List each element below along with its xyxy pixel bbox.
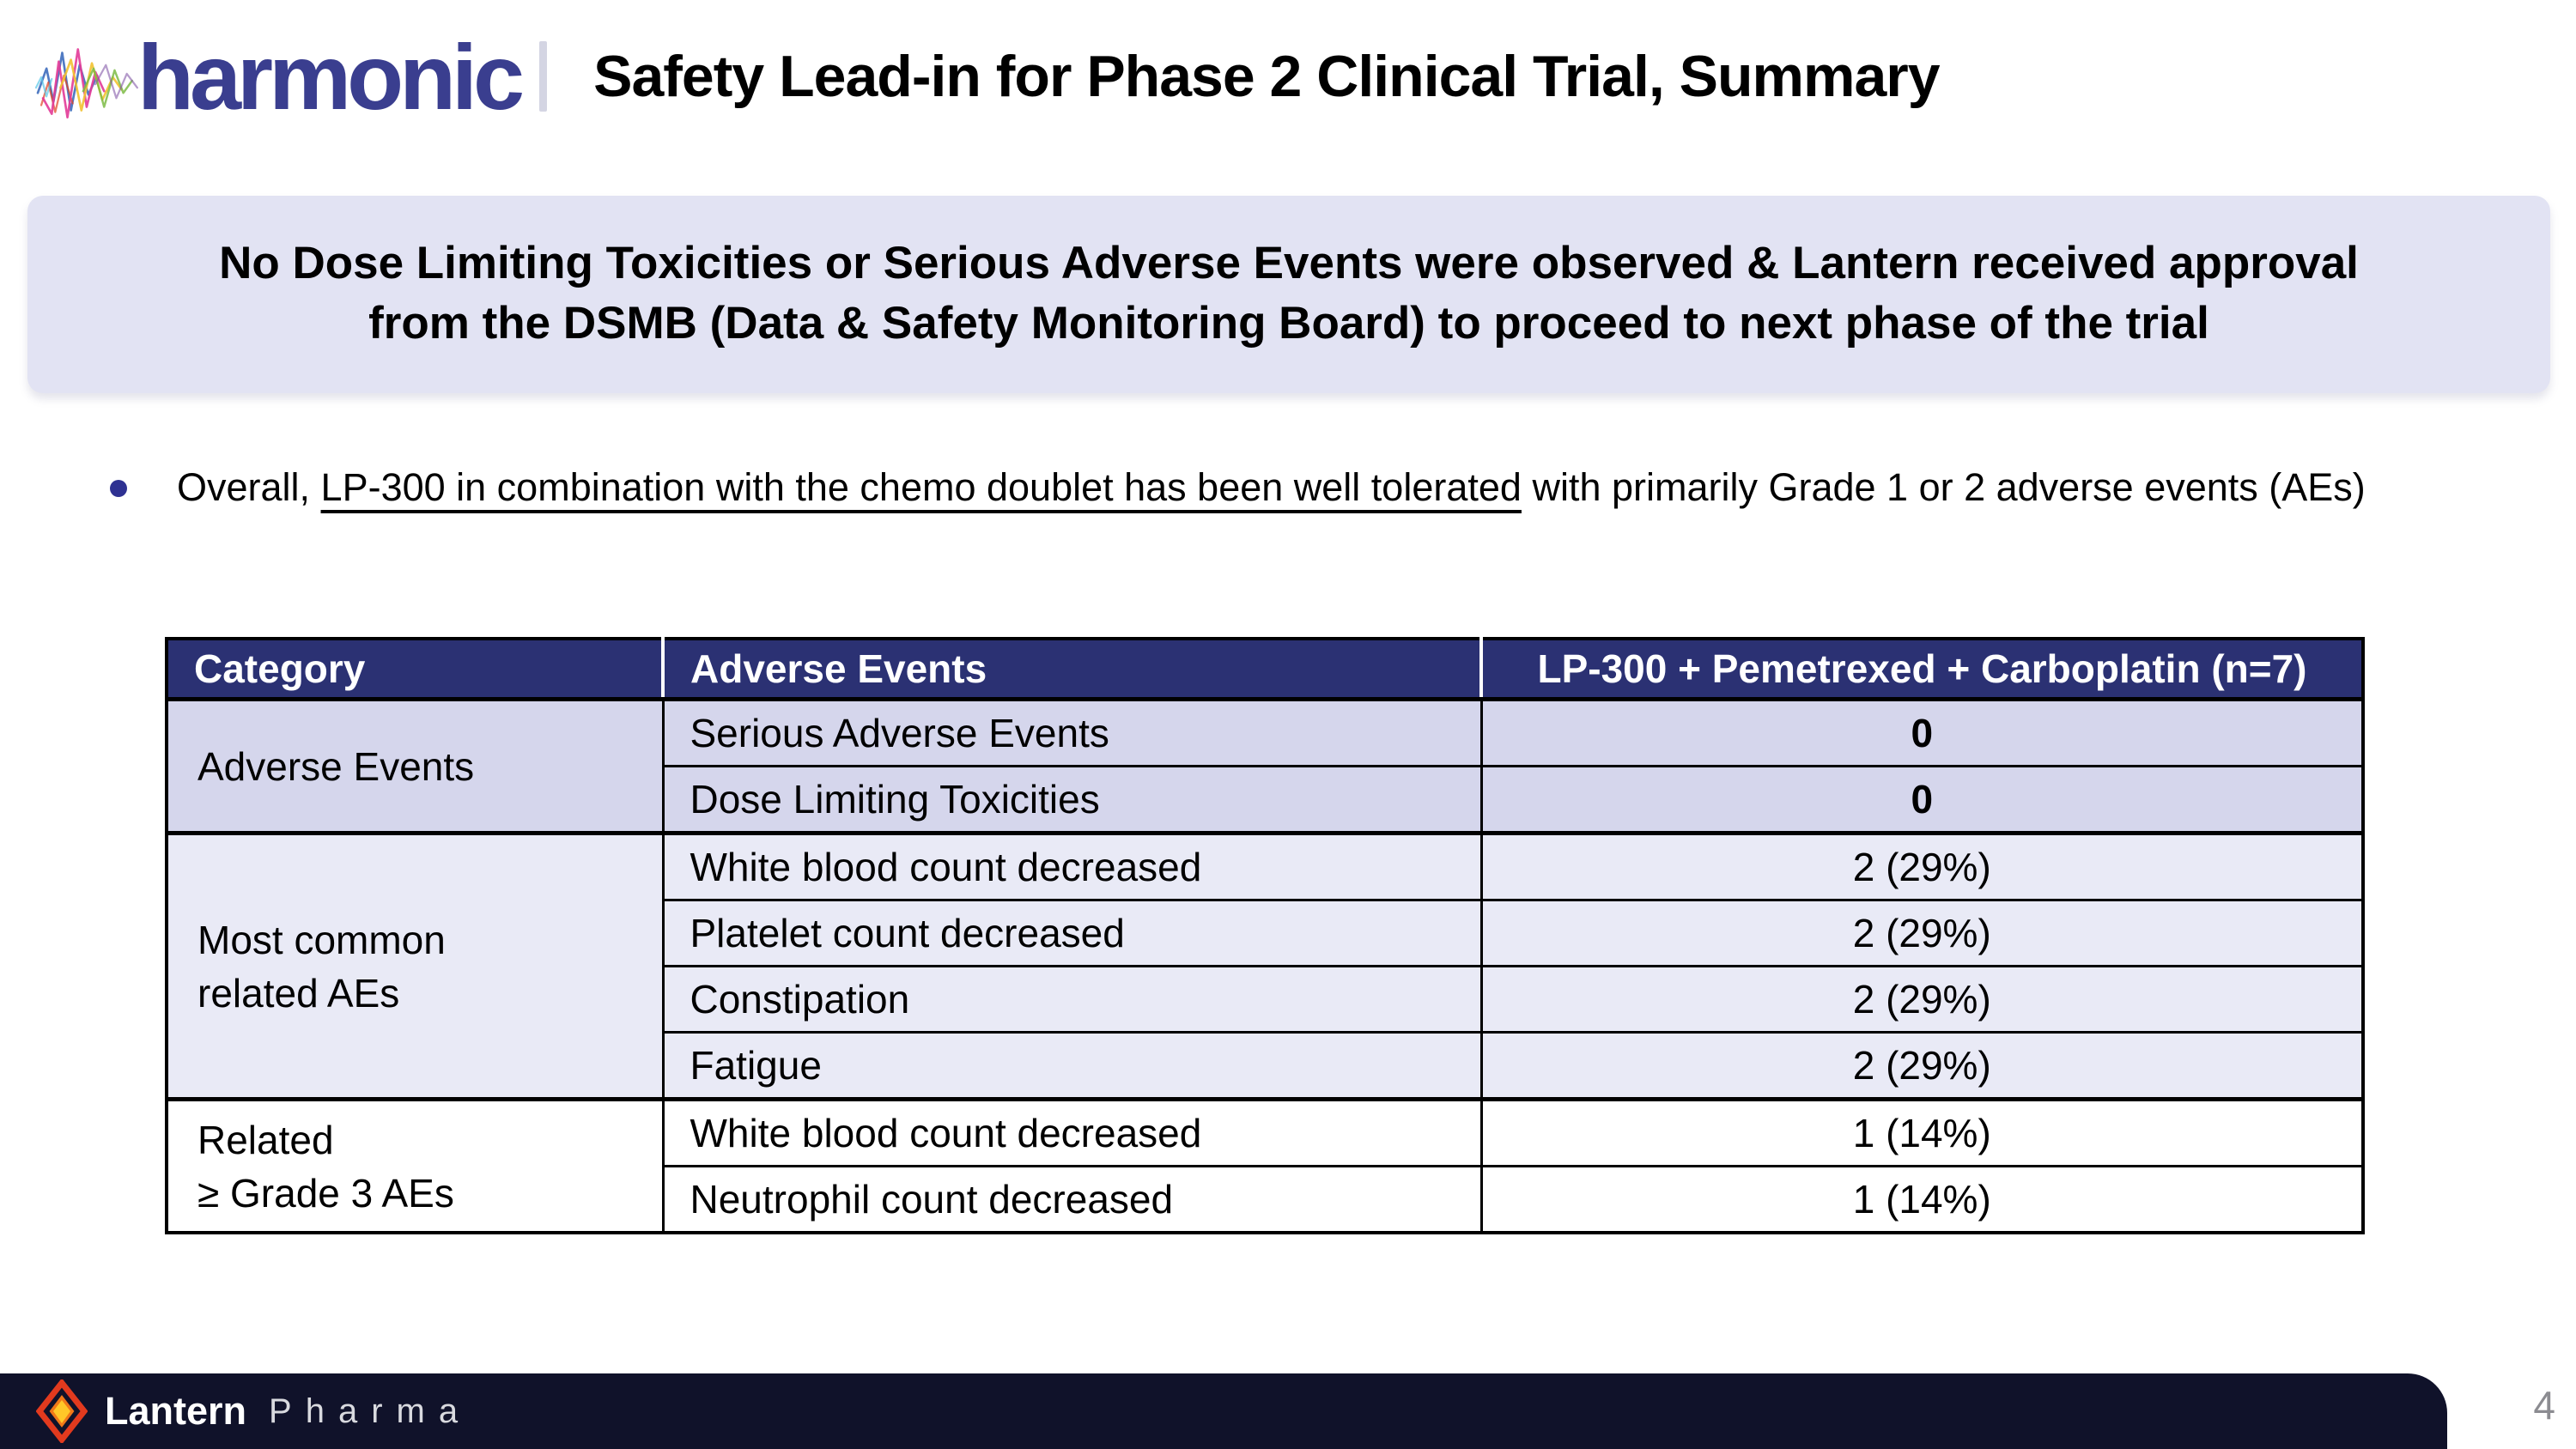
- harmonic-waveform-icon: [34, 48, 139, 119]
- banner-line-2: from the DSMB (Data & Safety Monitoring …: [368, 298, 2209, 349]
- value-cell: 1 (14%): [1479, 1165, 2365, 1234]
- adverse-event-cell: Serious Adverse Events: [661, 697, 1483, 767]
- group-adverse-events: Adverse Events Serious Adverse Events 0 …: [165, 697, 2365, 834]
- adverse-event-cell: Dose Limiting Toxicities: [661, 765, 1483, 834]
- table-row: Fatigue 2 (29%): [167, 1031, 2365, 1100]
- value-cell: 0: [1479, 765, 2365, 834]
- table-row: Constipation 2 (29%): [167, 965, 2365, 1034]
- slide-header: harmonic Safety Lead-in for Phase 2 Clin…: [31, 12, 1941, 141]
- bullet-icon: [110, 480, 127, 497]
- slide-title: Safety Lead-in for Phase 2 Clinical Tria…: [593, 44, 1940, 109]
- category-line: Related: [197, 1117, 334, 1162]
- value-cell: 2 (29%): [1479, 831, 2365, 901]
- category-cell: Most common related AEs: [165, 831, 665, 1100]
- footer-brand-suffix: Pharma: [269, 1391, 472, 1430]
- banner-text: No Dose Limiting Toxicities or Serious A…: [27, 196, 2550, 354]
- value-cell: 2 (29%): [1479, 1031, 2365, 1100]
- category-line: related AEs: [197, 970, 400, 1016]
- category-line: ≥ Grade 3 AEs: [197, 1170, 454, 1216]
- value-cell: 0: [1479, 697, 2365, 767]
- header-treatment-arm: LP-300 + Pemetrexed + Carboplatin (n=7): [1479, 639, 2363, 701]
- bullet-prefix: Overall,: [177, 465, 321, 509]
- title-divider: [539, 41, 548, 112]
- table-row: Most common related AEs White blood count…: [165, 831, 2365, 1100]
- bullet-underlined-text: LP-300 in combination with the chemo dou…: [320, 465, 1522, 509]
- footer-bar: Lantern Pharma: [0, 1373, 2447, 1449]
- adverse-event-cell: Platelet count decreased: [661, 899, 1483, 967]
- category-cell: Adverse Events: [165, 697, 665, 834]
- value-cell: 1 (14%): [1479, 1097, 2365, 1167]
- table-header-row: Category Adverse Events LP-300 + Pemetre…: [167, 639, 2363, 701]
- header-category: Category: [167, 639, 663, 701]
- category-cell: Related ≥ Grade 3 AEs: [165, 1097, 665, 1234]
- harmonic-logo-text: harmonic: [137, 24, 525, 129]
- adverse-event-cell: Constipation: [661, 965, 1483, 1034]
- category-line: Adverse Events: [197, 743, 475, 789]
- table-row: Related ≥ Grade 3 AEs White blood count d…: [165, 1097, 2365, 1234]
- bullet-item: Overall, LP-300 in combination with the …: [110, 453, 2375, 522]
- adverse-event-cell: White blood count decreased: [661, 831, 1483, 901]
- harmonic-logo: harmonic: [31, 21, 525, 131]
- header-adverse-events: Adverse Events: [661, 639, 1481, 701]
- adverse-event-cell: Fatigue: [661, 1031, 1483, 1100]
- table-row: Adverse Events Serious Adverse Events 0: [165, 697, 2365, 834]
- value-cell: 2 (29%): [1479, 965, 2365, 1034]
- bullet-text: Overall, LP-300 in combination with the …: [177, 453, 2375, 522]
- table-row: Neutrophil count decreased 1 (14%): [167, 1165, 2365, 1234]
- highlight-banner: No Dose Limiting Toxicities or Serious A…: [27, 196, 2550, 393]
- footer-brand-name: Lantern: [105, 1389, 247, 1433]
- category-line: Most common: [197, 917, 446, 962]
- group-most-common-related-aes: Most common related AEs White blood count…: [165, 831, 2365, 1100]
- bullet-suffix: with primarily Grade 1 or 2 adverse even…: [1521, 465, 2366, 509]
- group-related-grade3-aes: Related ≥ Grade 3 AEs White blood count d…: [165, 1097, 2365, 1234]
- adverse-event-cell: White blood count decreased: [661, 1097, 1483, 1167]
- value-cell: 2 (29%): [1479, 899, 2365, 967]
- table-row: Dose Limiting Toxicities 0: [167, 765, 2365, 834]
- table-row: Platelet count decreased 2 (29%): [167, 899, 2365, 967]
- adverse-event-cell: Neutrophil count decreased: [661, 1165, 1483, 1234]
- adverse-events-table: Category Adverse Events LP-300 + Pemetre…: [165, 637, 2365, 1234]
- banner-line-1: No Dose Limiting Toxicities or Serious A…: [219, 238, 2359, 288]
- lantern-logo-icon: [36, 1379, 88, 1443]
- page-number: 4: [2533, 1383, 2555, 1428]
